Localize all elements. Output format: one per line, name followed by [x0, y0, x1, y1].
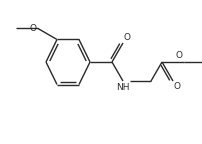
Text: O: O — [30, 24, 37, 33]
Text: O: O — [173, 82, 180, 91]
Text: O: O — [175, 51, 182, 60]
Text: NH: NH — [116, 83, 129, 92]
Text: O: O — [123, 33, 130, 42]
